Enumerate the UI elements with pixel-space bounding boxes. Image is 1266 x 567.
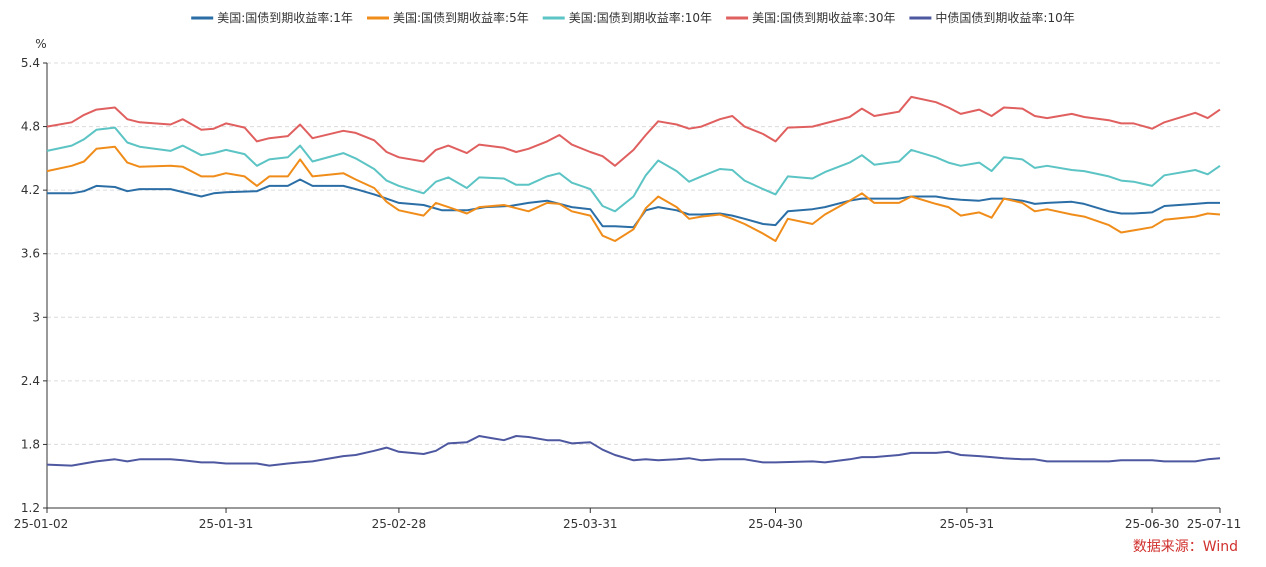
- y-tick-label: 1.8: [21, 437, 40, 451]
- series-lines: [46, 95, 1221, 467]
- y-unit-label: %: [35, 37, 46, 51]
- legend-label: 中债国债到期收益率:10年: [935, 10, 1074, 25]
- axes: 1.2 1.8 2.4 3 3.6 4.2 4.8 5.4% 25-01-02 25-01-31 2…: [14, 37, 1241, 531]
- chart-legend: 美国:国债到期收益率:1年 美国:国债到期收益率:5年 美国:国债到期收益率:10年…: [191, 10, 1075, 25]
- y-tick-label: 2.4: [21, 374, 40, 388]
- x-tick-label: 25-04-30: [748, 517, 802, 531]
- series-line-4: [46, 95, 1221, 167]
- x-tick-label: 25-03-31: [563, 517, 617, 531]
- legend-label: 美国:国债到期收益率:1年: [217, 10, 353, 25]
- y-tick-label: 3.6: [21, 247, 40, 261]
- x-tick-label: 25-05-31: [940, 517, 994, 531]
- data-source-label: 数据来源：Wind: [1132, 539, 1238, 555]
- legend-item: 美国:国债到期收益率:1年: [191, 10, 353, 25]
- legend-item: 美国:国债到期收益率:30年: [726, 10, 895, 25]
- series-line-1: [47, 178, 1220, 229]
- x-tick-label: 25-01-02: [14, 517, 68, 531]
- x-tick-label: 25-07-11: [1187, 517, 1241, 531]
- x-tick-label: 25-01-31: [199, 517, 253, 531]
- legend-label: 美国:国债到期收益率:30年: [752, 10, 895, 25]
- legend-label: 美国:国债到期收益率:10年: [569, 10, 712, 25]
- y-tick-label: 4.8: [21, 120, 40, 134]
- x-tick-label: 25-02-28: [372, 517, 426, 531]
- series-line-2: [46, 145, 1221, 242]
- y-tick-label: 5.4: [21, 56, 40, 70]
- legend-item: 中债国债到期收益率:10年: [909, 10, 1075, 25]
- grid-lines: [47, 62, 1220, 445]
- legend-item: 美国:国债到期收益率:5年: [367, 10, 529, 25]
- y-tick-label: 1.2: [21, 501, 40, 515]
- legend-item: 美国:国债到期收益率:10年: [542, 10, 712, 25]
- y-tick-label: 3: [32, 310, 40, 324]
- legend-label: 美国:国债到期收益率:5年: [393, 10, 529, 25]
- x-tick-label: 25-06-30: [1125, 517, 1179, 531]
- y-tick-label: 4.2: [21, 183, 40, 197]
- series-line-3: [46, 126, 1221, 213]
- series-line-5: [46, 435, 1221, 467]
